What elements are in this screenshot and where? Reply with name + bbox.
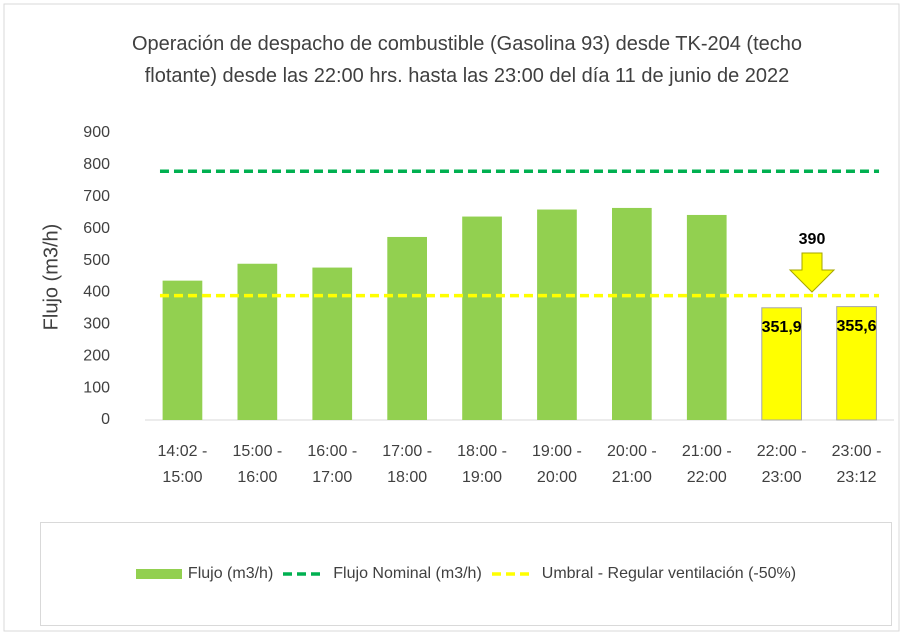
y-axis-label: Flujo (m3/h) (40, 224, 62, 331)
x-tick-label: 14:02 -15:00 (158, 443, 208, 486)
bar (686, 214, 727, 420)
legend-item: Flujo Nominal (m3/h) (281, 565, 482, 583)
x-tick-label: 22:00 -23:00 (757, 443, 807, 486)
legend: Flujo (m3/h) Flujo Nominal (m3/h) Umbral -… (40, 522, 892, 626)
bar (162, 280, 203, 420)
y-tick-label: 0 (101, 411, 110, 428)
annotation: 390 (799, 231, 826, 248)
y-tick-label: 900 (83, 124, 110, 141)
legend-label: Flujo Nominal (m3/h) (333, 565, 482, 582)
x-tick-label: 16:00 -17:00 (307, 443, 357, 486)
y-tick-label: 400 (83, 284, 110, 301)
y-tick-label: 300 (83, 316, 110, 333)
legend-swatch (135, 569, 182, 579)
legend-item: Flujo (m3/h) (135, 565, 274, 583)
legend-item: Umbral - Regular ventilación (-50%) (490, 565, 796, 583)
chart-border (3, 3, 900, 632)
y-tick-label: 800 (83, 156, 110, 173)
bar (761, 307, 802, 421)
chart-title: Operación de despacho de combustible (Ga… (131, 33, 803, 87)
x-tick-label: 17:00 -18:00 (382, 443, 432, 486)
bar (237, 263, 278, 420)
bar (462, 216, 502, 420)
bar (537, 209, 577, 420)
y-tick-label: 600 (83, 220, 110, 237)
x-tick-label: 19:00 -20:00 (532, 443, 582, 486)
y-tick-label: 700 (83, 188, 110, 205)
x-tick-label: 23:00 -23:12 (832, 443, 882, 486)
y-tick-label: 200 (83, 347, 110, 364)
x-tick-label: 21:00 -22:00 (682, 443, 732, 486)
data-label: 355,6 (837, 318, 877, 335)
legend-swatch (491, 572, 534, 576)
bar (312, 267, 353, 420)
bar (612, 207, 652, 420)
data-label: 351,9 (762, 319, 802, 336)
legend-swatch (283, 572, 326, 576)
x-tick-label: 15:00 -16:00 (232, 443, 282, 486)
y-tick-label: 100 (83, 379, 110, 396)
x-tick-label: 18:00 -19:00 (457, 443, 507, 486)
y-tick-label: 500 (83, 252, 110, 269)
annotation-arrow (788, 252, 836, 293)
legend-label: Flujo (m3/h) (187, 565, 274, 582)
x-tick-label: 20:00 -21:00 (607, 443, 657, 486)
legend-mark (135, 569, 182, 579)
bar (387, 236, 427, 420)
bar (836, 306, 877, 421)
legend-label: Umbral - Regular ventilación (-50%) (541, 565, 797, 582)
